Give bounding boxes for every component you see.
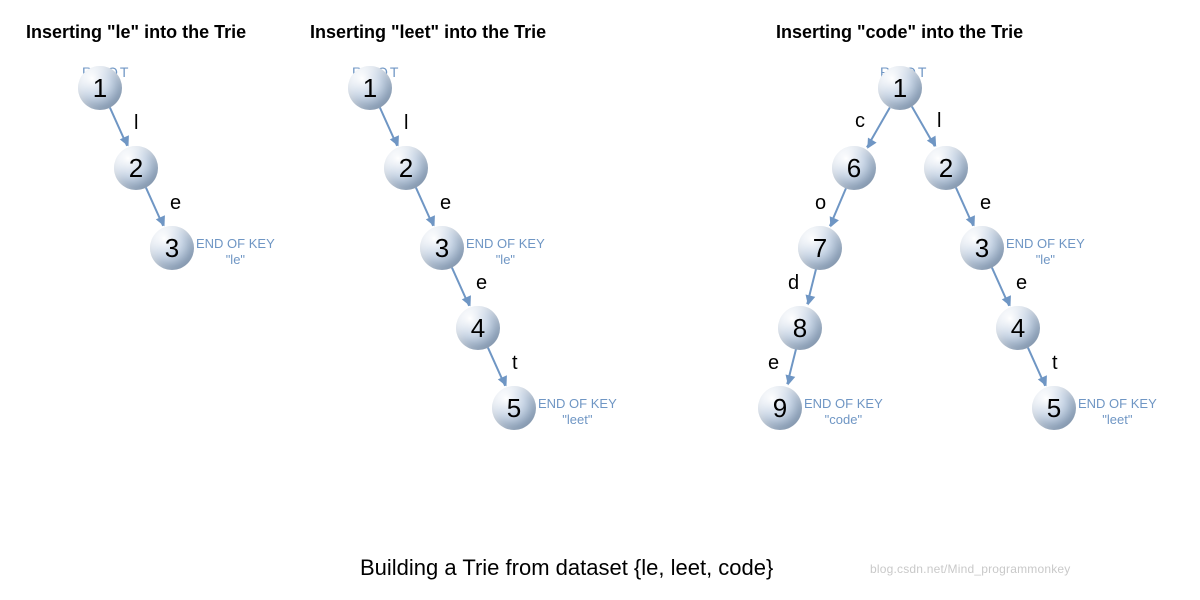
end-of-key-line2: "code" — [804, 412, 883, 428]
edge — [866, 107, 891, 148]
end-of-key-label: END OF KEY"le" — [196, 236, 275, 269]
end-of-key-label: END OF KEY"leet" — [1078, 396, 1157, 429]
trie-node: 1 — [878, 66, 922, 110]
edge — [379, 107, 398, 146]
watermark: blog.csdn.net/Mind_programmonkey — [870, 562, 1071, 576]
end-of-key-line2: "le" — [466, 252, 545, 268]
edge — [451, 267, 470, 306]
edge-label: e — [768, 352, 779, 375]
trie-node: 3 — [960, 226, 1004, 270]
end-of-key-label: END OF KEY"leet" — [538, 396, 617, 429]
edge-label: e — [440, 192, 451, 215]
edge — [415, 187, 434, 226]
end-of-key-label: END OF KEY"code" — [804, 396, 883, 429]
edge-label: l — [404, 112, 408, 135]
end-of-key-line1: END OF KEY — [804, 396, 883, 412]
trie-node: 3 — [150, 226, 194, 270]
trie-node: 1 — [78, 66, 122, 110]
edge-label: d — [788, 272, 799, 295]
trie-node: 5 — [492, 386, 536, 430]
end-of-key-label: END OF KEY"le" — [1006, 236, 1085, 269]
trie-node: 7 — [798, 226, 842, 270]
trie-node: 5 — [1032, 386, 1076, 430]
panel-title: Inserting "le" into the Trie — [26, 22, 246, 43]
edge — [829, 188, 847, 226]
end-of-key-line1: END OF KEY — [196, 236, 275, 252]
edge-label: e — [170, 192, 181, 215]
panel-title: Inserting "code" into the Trie — [776, 22, 1023, 43]
end-of-key-line1: END OF KEY — [1006, 236, 1085, 252]
edge — [911, 106, 936, 147]
trie-node: 3 — [420, 226, 464, 270]
end-of-key-line1: END OF KEY — [538, 396, 617, 412]
edge-label: t — [512, 352, 518, 375]
edge-label: l — [134, 112, 138, 135]
end-of-key-line1: END OF KEY — [466, 236, 545, 252]
edge-label: c — [855, 110, 865, 133]
trie-node: 1 — [348, 66, 392, 110]
trie-node: 2 — [114, 146, 158, 190]
edge-label: e — [476, 272, 487, 295]
edge — [145, 187, 164, 226]
edge-label: o — [815, 192, 826, 215]
end-of-key-label: END OF KEY"le" — [466, 236, 545, 269]
trie-node: 4 — [456, 306, 500, 350]
end-of-key-line2: "le" — [1006, 252, 1085, 268]
edge — [487, 347, 506, 386]
end-of-key-line2: "leet" — [1078, 412, 1157, 428]
edge — [991, 267, 1010, 306]
end-of-key-line2: "le" — [196, 252, 275, 268]
trie-node: 6 — [832, 146, 876, 190]
trie-node: 4 — [996, 306, 1040, 350]
edge-label: l — [937, 110, 941, 133]
edge-label: e — [1016, 272, 1027, 295]
edge-label: e — [980, 192, 991, 215]
edge — [955, 187, 974, 226]
end-of-key-line1: END OF KEY — [1078, 396, 1157, 412]
edge-label: t — [1052, 352, 1058, 375]
trie-node: 2 — [924, 146, 968, 190]
end-of-key-line2: "leet" — [538, 412, 617, 428]
panel-title: Inserting "leet" into the Trie — [310, 22, 546, 43]
edge — [109, 107, 128, 146]
caption: Building a Trie from dataset {le, leet, … — [360, 555, 773, 581]
edge — [786, 349, 797, 385]
trie-node: 2 — [384, 146, 428, 190]
edge — [806, 269, 817, 305]
trie-node: 9 — [758, 386, 802, 430]
trie-node: 8 — [778, 306, 822, 350]
edge — [1027, 347, 1046, 386]
